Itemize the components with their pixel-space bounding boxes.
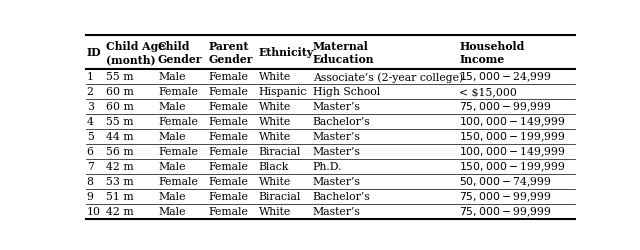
Text: Male: Male [158,132,186,142]
Text: White: White [259,72,291,82]
Text: 44 m: 44 m [106,132,134,142]
Text: $15,000-$24,999: $15,000-$24,999 [460,70,552,84]
Text: Child Age
(month): Child Age (month) [106,41,165,64]
Text: White: White [259,102,291,112]
Text: $50,000-$74,999: $50,000-$74,999 [460,175,552,188]
Text: Master’s: Master’s [313,102,361,112]
Text: Male: Male [158,102,186,112]
Text: 6: 6 [86,146,93,156]
Text: $150,000-$199,999: $150,000-$199,999 [460,130,566,143]
Text: $75,000-$99,999: $75,000-$99,999 [460,190,552,203]
Text: Male: Male [158,72,186,82]
Text: 9: 9 [86,191,93,201]
Text: 4: 4 [86,117,93,127]
Text: White: White [259,117,291,127]
Text: 42 m: 42 m [106,162,134,172]
Text: Master’s: Master’s [313,146,361,156]
Text: Female: Female [208,87,248,97]
Text: Female: Female [208,117,248,127]
Text: $150,000-$199,999: $150,000-$199,999 [460,160,566,173]
Text: Biracial: Biracial [259,146,301,156]
Text: 5: 5 [86,132,93,142]
Text: Female: Female [208,162,248,172]
Text: Ph.D.: Ph.D. [313,162,342,172]
Text: Ethnicity: Ethnicity [259,47,314,58]
Text: High School: High School [313,87,380,97]
Text: $100,000-$149,999: $100,000-$149,999 [460,145,566,158]
Text: Parent
Gender: Parent Gender [208,41,253,64]
Text: Male: Male [158,191,186,201]
Text: Bachelor’s: Bachelor’s [313,191,371,201]
Text: Female: Female [208,72,248,82]
Text: Female: Female [208,102,248,112]
Text: $75,000-$99,999: $75,000-$99,999 [460,204,552,218]
Text: Bachelor’s: Bachelor’s [313,117,371,127]
Text: 53 m: 53 m [106,176,134,186]
Text: Child
Gender: Child Gender [158,41,202,64]
Text: 2: 2 [86,87,93,97]
Text: 60 m: 60 m [106,87,134,97]
Text: $75,000-$99,999: $75,000-$99,999 [460,100,552,114]
Text: Household
Income: Household Income [460,41,525,64]
Text: Associate’s (2-year college): Associate’s (2-year college) [313,72,463,82]
Text: Master’s: Master’s [313,176,361,186]
Text: White: White [259,176,291,186]
Text: Female: Female [208,191,248,201]
Text: ID: ID [86,47,101,58]
Text: Male: Male [158,162,186,172]
Text: Male: Male [158,206,186,216]
Text: 10: 10 [86,206,100,216]
Text: Female: Female [208,176,248,186]
Text: Female: Female [158,117,198,127]
Text: 60 m: 60 m [106,102,134,112]
Text: Master’s: Master’s [313,206,361,216]
Text: 3: 3 [86,102,93,112]
Text: Female: Female [208,132,248,142]
Text: Female: Female [208,206,248,216]
Text: $100,000-$149,999: $100,000-$149,999 [460,115,566,128]
Text: 1: 1 [86,72,93,82]
Text: < $15,000: < $15,000 [460,87,517,97]
Text: 55 m: 55 m [106,72,134,82]
Text: 55 m: 55 m [106,117,134,127]
Text: Maternal
Education: Maternal Education [313,41,374,64]
Text: 8: 8 [86,176,93,186]
Text: Black: Black [259,162,289,172]
Text: Female: Female [208,146,248,156]
Text: White: White [259,206,291,216]
Text: Hispanic: Hispanic [259,87,307,97]
Text: Female: Female [158,146,198,156]
Text: 56 m: 56 m [106,146,134,156]
Text: Master’s: Master’s [313,132,361,142]
Text: 42 m: 42 m [106,206,134,216]
Text: 51 m: 51 m [106,191,134,201]
Text: Biracial: Biracial [259,191,301,201]
Text: Female: Female [158,87,198,97]
Text: White: White [259,132,291,142]
Text: Female: Female [158,176,198,186]
Text: 7: 7 [86,162,93,172]
